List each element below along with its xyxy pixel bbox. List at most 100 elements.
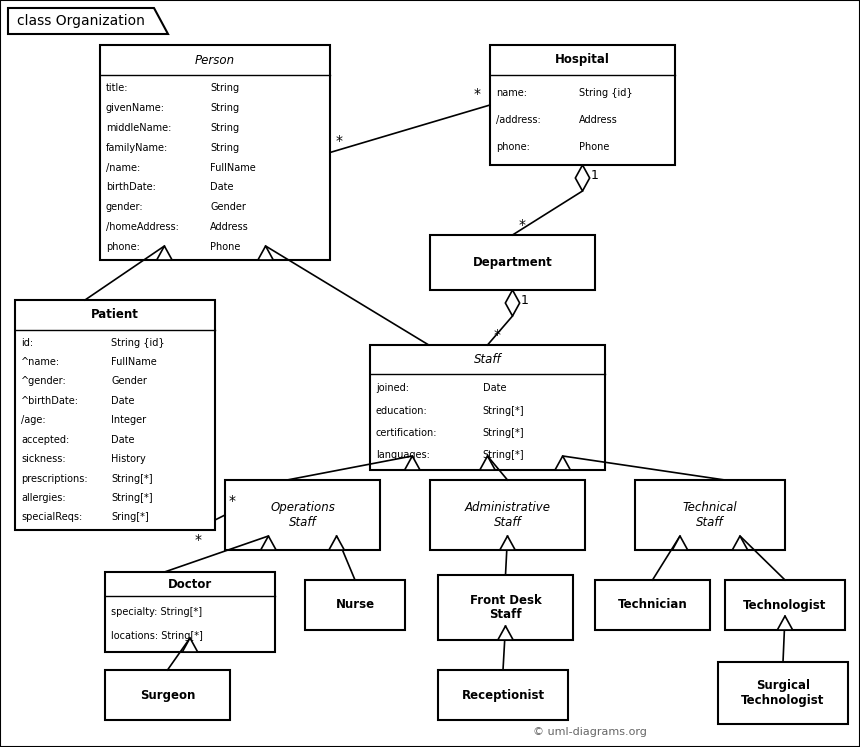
Text: Receptionist: Receptionist — [462, 689, 544, 701]
Bar — [100, 45, 330, 260]
Text: String: String — [211, 123, 240, 133]
Text: prescriptions:: prescriptions: — [21, 474, 88, 483]
Text: languages:: languages: — [376, 450, 430, 460]
Text: Address: Address — [211, 222, 249, 232]
Text: /age:: /age: — [21, 415, 46, 425]
Text: FullName: FullName — [211, 163, 256, 173]
Text: Administrative
Staff: Administrative Staff — [464, 501, 550, 529]
Polygon shape — [500, 536, 515, 550]
Text: Sring[*]: Sring[*] — [111, 512, 149, 522]
Text: Phone: Phone — [211, 242, 241, 252]
Polygon shape — [777, 616, 793, 630]
Text: Date: Date — [211, 182, 234, 193]
Text: 1: 1 — [520, 294, 528, 307]
Text: joined:: joined: — [376, 383, 409, 394]
Text: ^gender:: ^gender: — [21, 376, 67, 386]
Polygon shape — [404, 456, 420, 470]
Text: Integer: Integer — [111, 415, 146, 425]
Bar — [595, 580, 710, 630]
Polygon shape — [575, 165, 590, 191]
Polygon shape — [182, 638, 198, 652]
Text: locations: String[*]: locations: String[*] — [111, 631, 203, 641]
Text: *: * — [494, 328, 501, 342]
Polygon shape — [261, 536, 276, 550]
Bar — [225, 480, 380, 550]
Polygon shape — [157, 246, 172, 260]
Text: title:: title: — [106, 83, 128, 93]
Text: String[*]: String[*] — [482, 406, 525, 415]
Text: allergies:: allergies: — [21, 493, 65, 503]
Text: Technologist: Technologist — [743, 598, 826, 612]
Polygon shape — [506, 290, 519, 316]
Text: *: * — [195, 533, 202, 547]
Bar — [635, 480, 785, 550]
Bar — [370, 345, 605, 470]
Text: Staff: Staff — [474, 353, 501, 366]
Text: Surgeon: Surgeon — [140, 689, 195, 701]
Text: phone:: phone: — [106, 242, 140, 252]
Text: Date: Date — [111, 396, 134, 406]
Text: FullName: FullName — [111, 357, 157, 367]
Text: givenName:: givenName: — [106, 103, 165, 113]
Text: Gender: Gender — [211, 202, 246, 212]
Text: ^name:: ^name: — [21, 357, 60, 367]
Text: Phone: Phone — [579, 142, 609, 152]
Text: specialty: String[*]: specialty: String[*] — [111, 607, 202, 617]
Bar — [15, 300, 215, 530]
Text: Front Desk
Staff: Front Desk Staff — [470, 594, 542, 622]
Text: certification:: certification: — [376, 428, 438, 438]
Bar — [490, 45, 675, 165]
Text: Department: Department — [473, 256, 552, 269]
Text: middleName:: middleName: — [106, 123, 171, 133]
Bar — [430, 235, 595, 290]
Bar — [105, 572, 275, 652]
Bar — [725, 580, 845, 630]
Text: Date: Date — [482, 383, 507, 394]
Text: Patient: Patient — [91, 309, 139, 321]
Text: String: String — [211, 143, 240, 152]
Bar — [105, 670, 230, 720]
Polygon shape — [480, 456, 495, 470]
Text: id:: id: — [21, 338, 34, 347]
Bar — [718, 662, 848, 724]
Text: education:: education: — [376, 406, 427, 415]
Text: String[*]: String[*] — [482, 428, 525, 438]
Text: String[*]: String[*] — [482, 450, 525, 460]
Text: Technical
Staff: Technical Staff — [683, 501, 737, 529]
Polygon shape — [555, 456, 570, 470]
Text: gender:: gender: — [106, 202, 144, 212]
Text: specialReqs:: specialReqs: — [21, 512, 83, 522]
Text: /address:: /address: — [496, 115, 541, 125]
Text: Hospital: Hospital — [555, 54, 610, 66]
Text: ^birthDate:: ^birthDate: — [21, 396, 79, 406]
Text: name:: name: — [496, 87, 527, 98]
Text: Person: Person — [195, 54, 235, 66]
Text: String {id}: String {id} — [111, 338, 164, 347]
Polygon shape — [329, 536, 344, 550]
Text: Nurse: Nurse — [335, 598, 375, 612]
Polygon shape — [733, 536, 747, 550]
Polygon shape — [258, 246, 273, 260]
Text: sickness:: sickness: — [21, 454, 65, 464]
Text: phone:: phone: — [496, 142, 530, 152]
Text: Date: Date — [111, 435, 134, 444]
Text: String[*]: String[*] — [111, 493, 152, 503]
Text: Address: Address — [579, 115, 617, 125]
Polygon shape — [8, 8, 168, 34]
Text: familyName:: familyName: — [106, 143, 169, 152]
Text: Surgical
Technologist: Surgical Technologist — [741, 679, 825, 707]
Polygon shape — [498, 626, 513, 640]
Text: Operations
Staff: Operations Staff — [270, 501, 335, 529]
Text: Doctor: Doctor — [168, 577, 212, 590]
Text: © uml-diagrams.org: © uml-diagrams.org — [533, 727, 647, 737]
Text: /homeAddress:: /homeAddress: — [106, 222, 179, 232]
Text: History: History — [111, 454, 145, 464]
Text: Gender: Gender — [111, 376, 147, 386]
Text: *: * — [519, 218, 525, 232]
Text: *: * — [474, 87, 481, 101]
Text: String: String — [211, 83, 240, 93]
Text: *: * — [336, 134, 343, 149]
Text: birthDate:: birthDate: — [106, 182, 156, 193]
Text: String {id}: String {id} — [579, 87, 632, 98]
Bar — [438, 575, 573, 640]
